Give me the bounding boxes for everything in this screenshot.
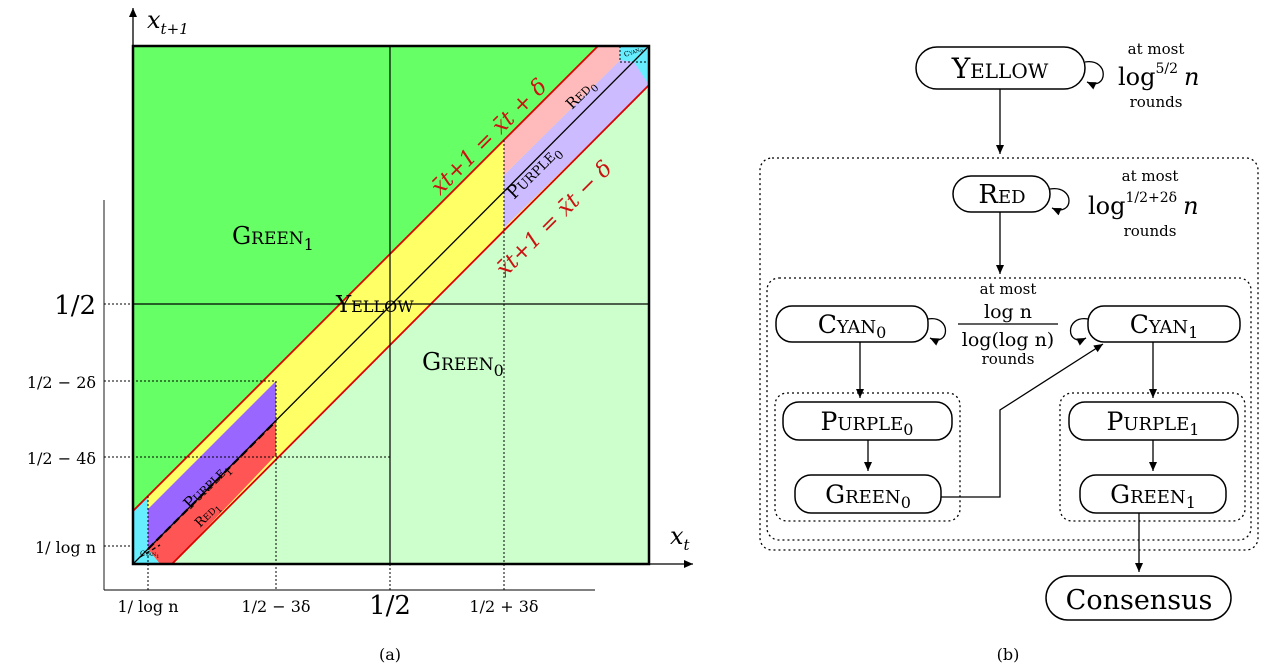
purple1-region: [148, 381, 276, 549]
x-tick-label: 1/ log n: [117, 597, 178, 616]
node-red: [952, 175, 1051, 213]
yellow-annotation-bottom: rounds: [1130, 93, 1183, 111]
yellow-annotation-log: log5/2 n: [1118, 61, 1200, 91]
arrow-green0-cyan1: [941, 343, 1104, 498]
svg-text:Cyan1: Cyan1: [1130, 310, 1199, 342]
label-green0: Green0: [422, 348, 504, 380]
cyan-annotation-den: log(log n): [962, 329, 1054, 351]
loop-yellow: [1084, 61, 1104, 90]
red-annotation-bottom: rounds: [1124, 222, 1177, 240]
cyan1-region: [133, 496, 160, 564]
y-axis-label: xt+1: [147, 6, 189, 38]
loop-cyan1: [1070, 318, 1089, 346]
panel-b-flowchart: Yellow Red Cyan0 Cyan1 Purple0 Purple1 G…: [759, 40, 1259, 664]
cyan-annotation-num: log n: [984, 301, 1032, 323]
inner-group-box: [766, 277, 1252, 541]
svg-text:Purple0: Purple0: [821, 407, 914, 439]
outer-group-box: [759, 157, 1259, 551]
purple0-region: [504, 60, 649, 228]
cyan-annotation-bottom: rounds: [982, 350, 1035, 368]
panel-a-plot: [131, 44, 651, 566]
x-tick-label: 1/2: [369, 591, 411, 621]
caption-b: (b): [997, 645, 1020, 664]
svg-text:Cyan0: Cyan0: [818, 310, 887, 342]
svg-text:Red: Red: [978, 180, 1025, 210]
loop-red: [1049, 188, 1070, 216]
y-tick-label: 1/ log n: [35, 538, 96, 557]
svg-text:Green0: Green0: [825, 480, 911, 512]
y-tick-label: 1/2: [54, 291, 96, 321]
svg-text:Green1: Green1: [1110, 480, 1196, 512]
yellow-annotation-top: at most: [1128, 40, 1185, 58]
label-cyan1: Cyan1: [140, 550, 159, 560]
upper-boundary-line: [133, 46, 599, 512]
lower-boundary-line: [171, 84, 649, 564]
x-tick-label: 1/2 − 3δ: [241, 597, 310, 616]
x-axis-label: xt: [670, 522, 691, 554]
label-yellow: Yellow: [335, 292, 414, 318]
y-tick-label: 1/2 − 4δ: [27, 449, 96, 468]
x-tick-label: 1/2 + 3δ: [469, 597, 538, 616]
cyan0-region: [598, 46, 649, 85]
node-green0: [794, 474, 942, 514]
node-cyan1: [1087, 305, 1241, 343]
svg-text:Yellow: Yellow: [951, 52, 1049, 85]
panel-a-axes: xt+1 xt 1/2 1/2 − 2δ 1/2 − 4δ 1/ log n 1…: [27, 6, 693, 664]
svg-text:Purple1: Purple1: [1107, 407, 1200, 439]
y-tick-label: 1/2 − 2δ: [27, 373, 96, 392]
red-annotation-top: at most: [1122, 167, 1179, 185]
loop-cyan0: [927, 318, 946, 346]
node-consensus: [1045, 575, 1232, 621]
caption-a: (a): [379, 645, 401, 664]
cyan-annotation-top: at most: [980, 280, 1037, 298]
dashed-line: [147, 420, 277, 550]
svg-text:Consensus: Consensus: [1066, 585, 1213, 616]
red0-region: [504, 46, 620, 175]
label-green1: Green1: [232, 222, 314, 254]
red-annotation-log: log1/2+2δ n: [1088, 190, 1199, 220]
node-cyan0: [775, 305, 929, 343]
node-green1: [1079, 474, 1227, 514]
group-0-box: [774, 392, 961, 522]
